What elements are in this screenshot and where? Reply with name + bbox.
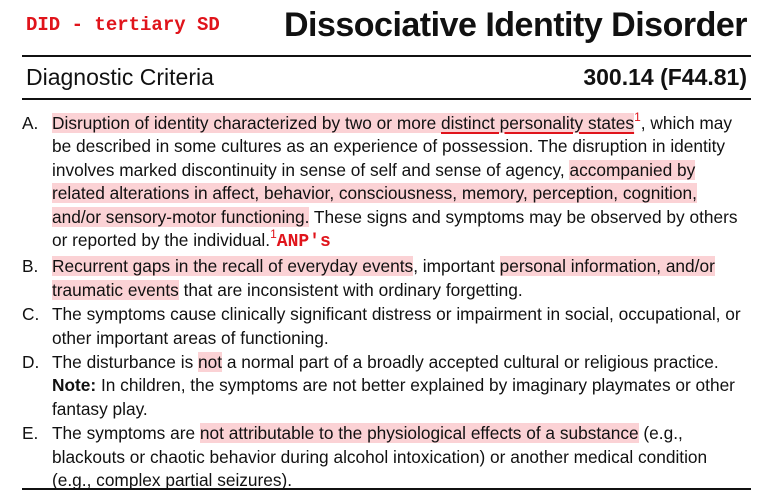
plain-text: , which may be described in some culture… xyxy=(52,113,732,180)
criterion-text: Recurrent gaps in the recall of everyday… xyxy=(52,255,750,302)
plain-text: (e.g., blackouts or chaotic behavior dur… xyxy=(52,423,708,491)
criterion-letter: B. xyxy=(22,256,39,277)
highlight: Recurrent gaps in the recall of everyday… xyxy=(52,256,414,277)
criterion-c: C. The symptoms cause clinically signifi… xyxy=(22,303,750,350)
note-label: Note: xyxy=(52,375,97,396)
underlined-highlight: distinct personality states xyxy=(441,113,635,133)
footnote-marker: 1 xyxy=(270,227,277,242)
criteria-list: A. Disruption of identity characterized … xyxy=(22,110,750,494)
page-title: Dissociative Identity Disorder xyxy=(283,6,748,44)
highlight: not xyxy=(198,352,223,373)
annotation-anp: ANP's xyxy=(276,232,331,253)
highlight: Disruption of identity characterized by … xyxy=(52,113,441,133)
note-text: In children, the symptoms are not better… xyxy=(52,375,735,419)
criterion-text: The disturbance is not a normal part of … xyxy=(52,351,750,421)
diagnostic-code: 300.14 (F44.81) xyxy=(583,64,747,90)
criterion-letter: C. xyxy=(22,304,40,325)
plain-text: The symptoms are xyxy=(52,423,200,444)
criterion-a: A. Disruption of identity characterized … xyxy=(22,110,750,254)
criterion-e: E. The symptoms are not attributable to … xyxy=(22,422,750,492)
plain-text: , important xyxy=(413,256,500,277)
section-subtitle: Diagnostic Criteria xyxy=(26,64,214,90)
criterion-text: Disruption of identity characterized by … xyxy=(52,110,750,254)
subtitle-divider xyxy=(22,98,751,100)
bottom-divider xyxy=(22,488,751,490)
criterion-text: The symptoms are not attributable to the… xyxy=(52,422,750,492)
top-divider xyxy=(22,55,751,57)
annotation-tag: DID - tertiary SD xyxy=(26,14,220,36)
criterion-b: B. Recurrent gaps in the recall of every… xyxy=(22,255,750,302)
criterion-letter: E. xyxy=(22,423,39,444)
criterion-d: D. The disturbance is not a normal part … xyxy=(22,351,750,421)
plain-text: a normal part of a broadly accepted cult… xyxy=(222,352,719,373)
footnote-marker: 1 xyxy=(634,110,641,124)
plain-text: that are inconsistent with ordinary forg… xyxy=(178,279,523,300)
highlight: not attributable to the physiological ef… xyxy=(199,423,639,444)
plain-text: The disturbance is xyxy=(52,352,199,373)
criterion-letter: D. xyxy=(22,352,40,373)
criterion-letter: A. xyxy=(22,113,39,133)
criterion-text: The symptoms cause clinically significan… xyxy=(52,304,741,348)
plain-text: These signs and symptoms may be observed… xyxy=(52,206,738,251)
